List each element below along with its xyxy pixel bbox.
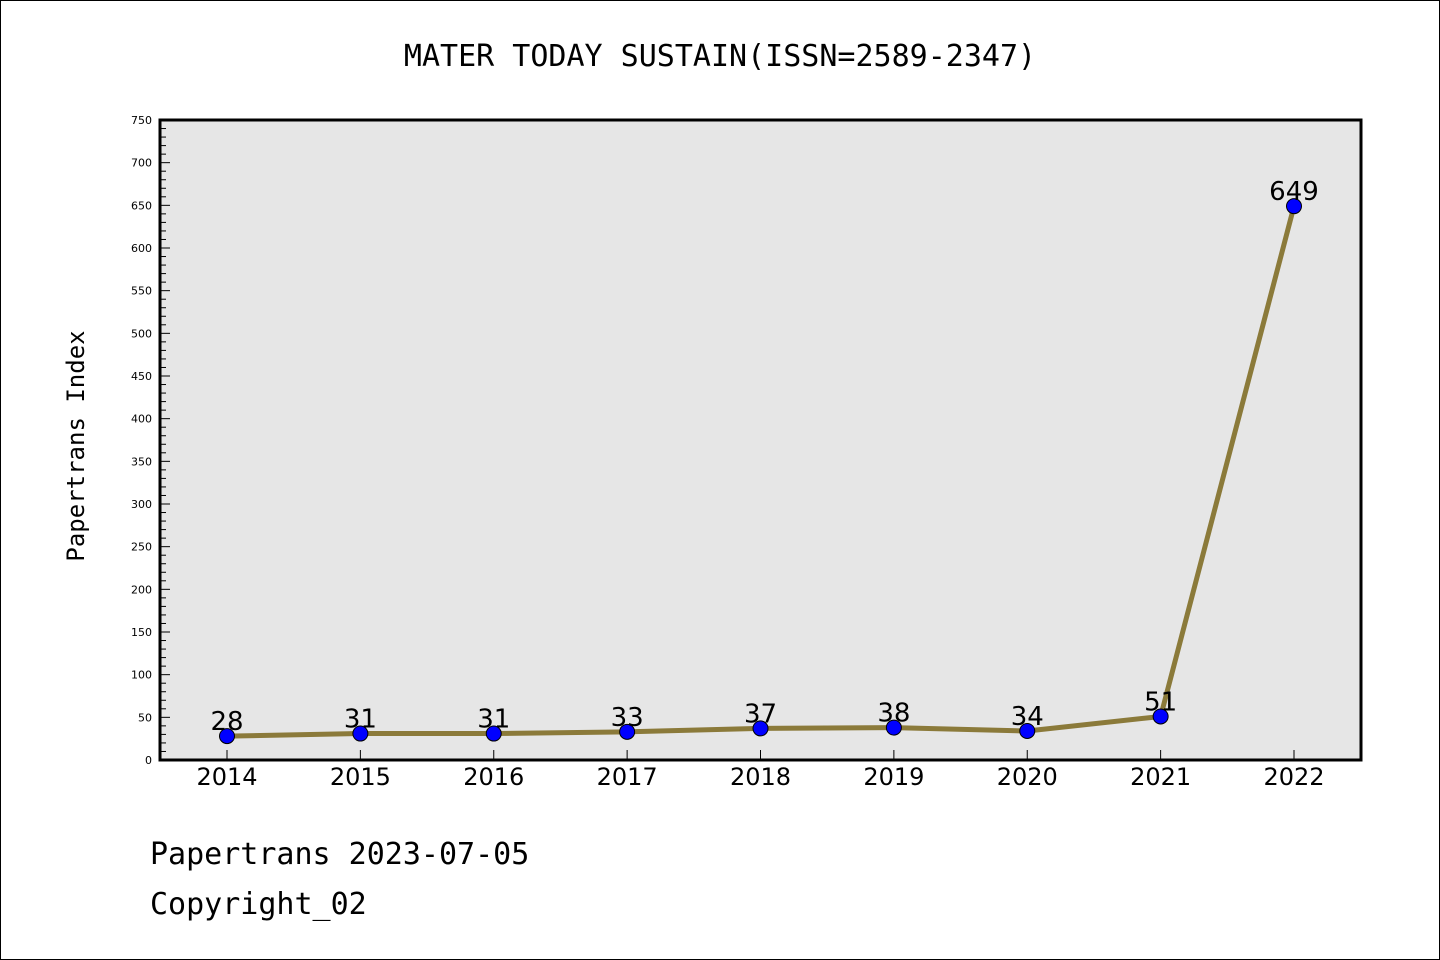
y-axis-label: Papertrans Index [62,330,90,561]
data-series: 28 31 31 33 37 38 34 51 649 [210,177,1319,745]
data-point [352,725,369,742]
x-tick-label: 2015 [330,763,391,791]
y-tick-label: 150 [131,626,152,639]
data-point [485,725,502,742]
x-tick-label: 2017 [597,763,658,791]
y-tick-label: 0 [145,754,152,767]
footer-date: Papertrans 2023-07-05 [150,837,529,872]
data-label: 28 [210,707,243,737]
x-tick-label: 2021 [1130,763,1191,791]
y-axis: 0 50 100 150 200 250 300 350 400 450 500 550 600 650 7… [131,114,170,767]
y-tick-label: 550 [131,285,152,298]
y-tick-label: 50 [138,711,152,724]
data-label: 51 [1144,687,1177,717]
y-tick-label: 200 [131,583,152,596]
data-label: 38 [877,699,910,729]
y-tick-label: 300 [131,498,152,511]
data-label: 31 [344,705,377,735]
y-tick-label: 250 [131,541,152,554]
y-tick-label: 750 [131,114,152,127]
y-tick-label: 350 [131,455,152,468]
data-label: 649 [1269,177,1319,207]
data-label: 37 [744,699,777,729]
x-tick-label: 2022 [1263,763,1324,791]
footer-copyright: Copyright_02 [150,887,367,922]
data-point [885,719,902,736]
data-point [219,728,235,745]
y-tick-label: 400 [131,413,152,426]
y-tick-label: 500 [131,327,152,340]
data-point [1152,708,1169,725]
data-point [1019,722,1036,739]
data-point [619,723,636,740]
data-label: 33 [611,703,644,733]
data-point [752,720,769,737]
plot-area [160,120,1361,760]
x-tick-label: 2014 [196,763,257,791]
plot-border [158,118,1363,762]
data-label: 34 [1011,702,1044,732]
y-tick-label: 450 [131,370,152,383]
y-tick-label: 100 [131,669,152,682]
x-tick-label: 2018 [730,763,791,791]
y-tick-label: 650 [131,199,152,212]
x-axis: 2014 2015 2016 2017 2018 2019 2020 2021 2022 [196,750,1325,791]
y-tick-label: 600 [131,242,152,255]
x-tick-label: 2020 [997,763,1058,791]
x-tick-label: 2016 [463,763,524,791]
data-point [1286,198,1302,215]
y-tick-label: 700 [131,157,152,170]
data-label: 31 [477,705,510,735]
chart-title: MATER TODAY SUSTAIN(ISSN=2589-2347) [404,39,1036,74]
x-tick-label: 2019 [863,763,924,791]
